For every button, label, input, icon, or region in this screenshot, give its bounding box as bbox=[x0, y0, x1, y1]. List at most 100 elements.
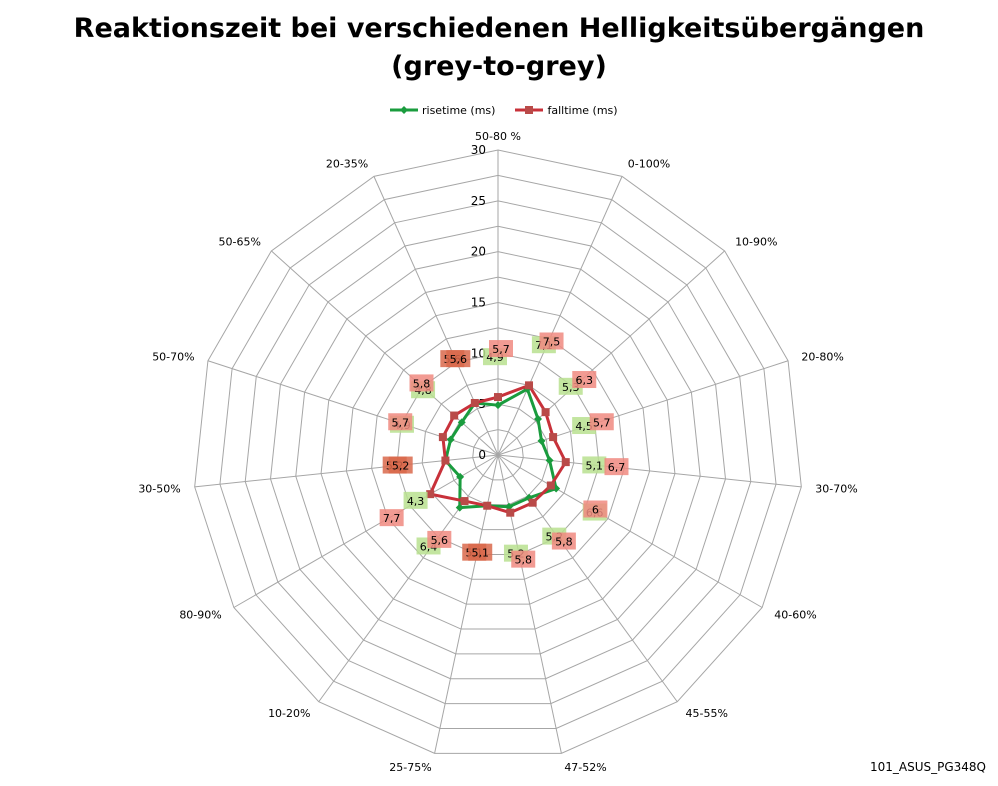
fall-label-bg bbox=[388, 456, 413, 474]
grid-spoke bbox=[318, 454, 499, 703]
category-label: 10-20% bbox=[268, 707, 310, 720]
fall-data-label: 7,7 bbox=[383, 512, 401, 525]
fall-point bbox=[494, 393, 502, 402]
fall-data-label: 5,7 bbox=[492, 343, 510, 356]
rise-point bbox=[494, 401, 502, 410]
legend-rise-marker-icon bbox=[390, 106, 418, 114]
fall-data-label: 5,8 bbox=[413, 377, 431, 390]
grid-spoke bbox=[497, 454, 678, 703]
chart-title-line1: Reaktionszeit bei verschiedenen Helligke… bbox=[73, 13, 925, 44]
grid-spoke bbox=[207, 360, 499, 456]
r-tick-label: 15 bbox=[471, 296, 486, 310]
grid-spoke bbox=[497, 454, 802, 488]
fall-label-bg bbox=[388, 413, 413, 431]
fall-data-label: 7,5 bbox=[543, 335, 561, 348]
fall-label-bg bbox=[427, 530, 452, 548]
category-label: 20-80% bbox=[801, 350, 843, 363]
fall-label-bg bbox=[589, 413, 614, 431]
rise-point bbox=[457, 418, 466, 427]
category-label: 50-80 % bbox=[475, 130, 521, 143]
rise-point bbox=[456, 472, 465, 481]
rise-point bbox=[537, 436, 546, 445]
legend-item-fall: falltime (ms) bbox=[515, 103, 618, 117]
chart-title-line2: (grey-to-grey) bbox=[391, 51, 607, 82]
category-label: 45-55% bbox=[686, 707, 728, 720]
grid-spoke bbox=[497, 360, 789, 456]
fall-data-label: 5,7 bbox=[593, 416, 611, 429]
chart-title: Reaktionszeit bei verschiedenen Helligke… bbox=[0, 10, 998, 86]
grid-ring bbox=[320, 276, 676, 630]
fall-point bbox=[546, 481, 555, 490]
fall-point bbox=[525, 381, 534, 390]
grid-ring bbox=[396, 352, 600, 555]
fall-label-bg bbox=[604, 458, 629, 476]
fall-label-bg bbox=[446, 350, 471, 368]
fall-data-label: 5,2 bbox=[392, 460, 410, 473]
fall-point bbox=[528, 498, 537, 507]
rise-point bbox=[545, 456, 554, 465]
fall-data-label: 5,7 bbox=[391, 416, 409, 429]
category-label: 80-90% bbox=[179, 609, 221, 622]
category-label: 0-100% bbox=[628, 158, 670, 171]
fall-point bbox=[438, 433, 447, 442]
fall-label-bg bbox=[539, 332, 564, 350]
rise-data-label: 4,3 bbox=[407, 495, 425, 508]
fall-label-bg bbox=[583, 500, 608, 518]
fall-label-bg bbox=[409, 374, 434, 392]
grid-spoke bbox=[497, 176, 623, 456]
legend-fall-marker-icon bbox=[515, 106, 544, 114]
rise-point bbox=[455, 503, 464, 512]
rise-label-bg bbox=[582, 456, 607, 474]
category-label: 50-65% bbox=[219, 236, 261, 249]
grid-spoke bbox=[497, 250, 725, 456]
fall-label-bg bbox=[511, 550, 536, 568]
rise-point bbox=[446, 435, 455, 444]
r-tick-label: 0 bbox=[478, 448, 486, 462]
fall-data-label: 6,3 bbox=[576, 374, 594, 387]
fall-point bbox=[483, 501, 492, 510]
fall-point bbox=[561, 458, 570, 467]
legend-rise-label: risetime (ms) bbox=[422, 103, 496, 117]
r-tick-label: 30 bbox=[471, 143, 486, 157]
fall-point bbox=[450, 411, 459, 420]
rise-data-label: 4,5 bbox=[575, 420, 593, 433]
rise-label-bg bbox=[403, 491, 428, 509]
fall-label-bg bbox=[468, 543, 493, 561]
fall-point bbox=[426, 490, 435, 499]
fall-data-label: 5,6 bbox=[431, 534, 449, 547]
rise-point bbox=[534, 414, 543, 423]
category-label: 47-52% bbox=[564, 761, 606, 774]
category-label: 50-70% bbox=[152, 350, 194, 363]
grid-ring bbox=[371, 327, 625, 580]
fall-data-label: 5,6 bbox=[450, 353, 468, 366]
legend-fall-label: falltime (ms) bbox=[547, 103, 618, 117]
fall-label-bg bbox=[551, 532, 576, 550]
fall-data-label: 5,1 bbox=[471, 547, 489, 560]
legend-item-rise: risetime (ms) bbox=[390, 104, 495, 117]
fall-label-bg bbox=[489, 340, 513, 358]
fall-point bbox=[506, 508, 515, 517]
r-tick-label: 20 bbox=[471, 245, 486, 259]
watermark: 101_ASUS_PG348Q bbox=[869, 760, 986, 774]
fall-data-label: 5,8 bbox=[555, 536, 573, 549]
category-label: 10-90% bbox=[735, 236, 777, 249]
grid-spoke bbox=[233, 454, 499, 608]
grid-ring bbox=[345, 301, 651, 605]
fall-data-label: 5,8 bbox=[514, 554, 532, 567]
grid-ring bbox=[194, 149, 802, 754]
grid-spoke bbox=[194, 454, 499, 488]
grid-spoke bbox=[373, 176, 499, 456]
fall-point bbox=[541, 408, 550, 417]
rise-line bbox=[443, 387, 558, 510]
fall-point bbox=[549, 433, 558, 442]
category-label: 40-60% bbox=[774, 609, 816, 622]
category-label: 20-35% bbox=[326, 158, 368, 171]
fall-line bbox=[428, 383, 568, 515]
rise-data-label: 5,1 bbox=[586, 459, 604, 472]
legend: risetime (ms) falltime (ms) bbox=[390, 102, 618, 118]
grid-spoke bbox=[497, 454, 763, 608]
fall-label-bg bbox=[379, 509, 404, 527]
fall-label-bg bbox=[572, 371, 597, 389]
category-label: 30-70% bbox=[815, 482, 857, 495]
